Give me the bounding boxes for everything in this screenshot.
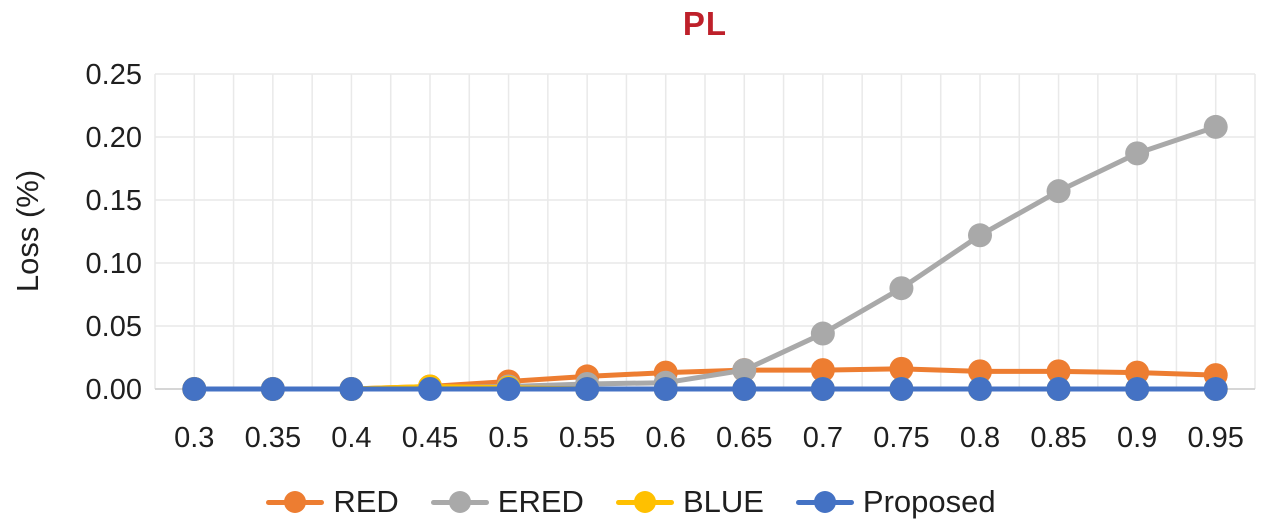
legend-marker-icon: [615, 491, 674, 513]
data-point-proposed: [1125, 377, 1150, 401]
data-point-red: [968, 359, 992, 384]
x-tick-label: 0.5: [488, 422, 528, 454]
legend-item-proposed: Proposed: [795, 484, 996, 520]
legend-dot-ered: [448, 491, 471, 513]
legend-item-red: RED: [266, 484, 399, 520]
data-point-proposed: [260, 377, 285, 401]
x-tick-label: 0.45: [402, 422, 458, 454]
data-point-ered: [968, 223, 992, 248]
y-tick-label: 0.25: [86, 59, 142, 91]
y-tick-label: 0.10: [86, 248, 142, 280]
legend-item-ered: ERED: [430, 484, 584, 520]
legend-label-blue: BLUE: [682, 484, 764, 519]
x-tick-label: 0.85: [1030, 422, 1086, 454]
y-tick-label: 0.20: [86, 122, 142, 154]
legend-dot-blue: [633, 491, 656, 513]
x-tick-label: 0.7: [803, 422, 843, 454]
data-point-red: [889, 356, 914, 381]
data-point-proposed: [1046, 377, 1071, 401]
legend-dot-red: [284, 491, 307, 513]
data-point-proposed: [418, 377, 442, 401]
x-tick-label: 0.6: [646, 422, 686, 454]
legend-label-proposed: Proposed: [862, 484, 996, 519]
data-point-proposed: [575, 377, 600, 401]
data-point-ered: [1203, 114, 1228, 139]
y-tick-label: 0.05: [86, 311, 142, 343]
legend-dot-proposed: [813, 491, 836, 513]
legend-label-red: RED: [333, 484, 399, 519]
chart-title: PL: [682, 5, 728, 42]
data-point-proposed: [653, 377, 678, 401]
data-point-proposed: [182, 377, 207, 401]
data-point-proposed: [889, 377, 914, 401]
y-tick-label: 0.15: [86, 185, 142, 217]
legend-marker-icon: [266, 491, 325, 513]
chart-legend: RED ERED BLUE Proposed: [0, 484, 1262, 520]
data-point-proposed: [810, 377, 835, 401]
x-tick-label: 0.35: [245, 422, 301, 454]
legend-marker-icon: [795, 491, 854, 513]
x-tick-label: 0.9: [1117, 422, 1157, 454]
x-tick-label: 0.3: [174, 422, 214, 454]
data-point-ered: [810, 321, 835, 346]
data-point-proposed: [339, 377, 364, 401]
legend-item-blue: BLUE: [615, 484, 764, 520]
y-tick-label: 0.00: [86, 374, 142, 406]
data-point-proposed: [1203, 377, 1228, 401]
legend-marker-icon: [430, 491, 489, 513]
x-tick-label: 0.55: [559, 422, 615, 454]
x-tick-label: 0.95: [1187, 422, 1243, 454]
data-point-ered: [889, 276, 914, 301]
x-tick-label: 0.65: [716, 422, 772, 454]
data-point-proposed: [496, 377, 521, 401]
x-tick-label: 0.75: [873, 422, 929, 454]
data-point-ered: [1046, 179, 1071, 204]
x-tick-label: 0.8: [960, 422, 1000, 454]
data-point-ered: [1125, 141, 1150, 166]
x-tick-label: 0.4: [331, 422, 371, 454]
data-point-red: [1046, 359, 1071, 384]
data-point-proposed: [968, 377, 992, 401]
data-point-ered: [732, 358, 757, 383]
data-point-red: [810, 358, 835, 383]
legend-label-ered: ERED: [497, 484, 584, 519]
data-point-proposed: [732, 377, 757, 401]
